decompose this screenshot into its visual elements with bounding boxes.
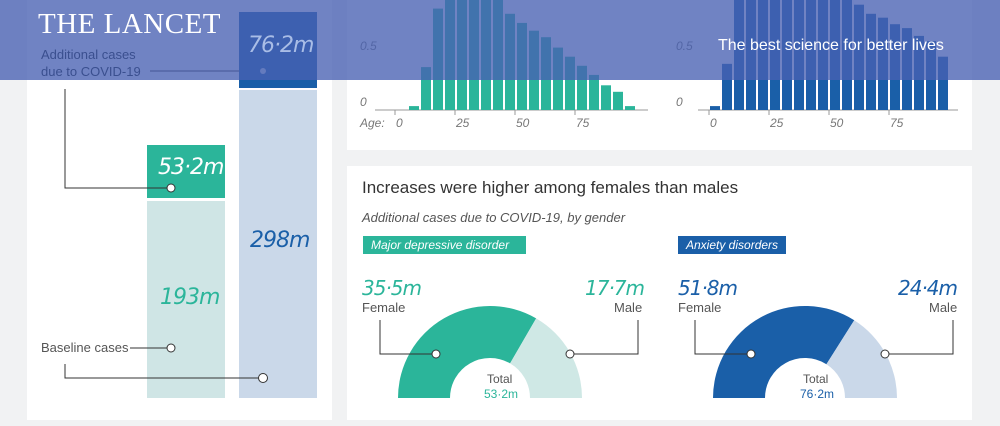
x-tick-label: 0: [710, 116, 717, 130]
female-leader: [379, 320, 436, 355]
mdd-male-value: 17·7m: [585, 276, 645, 300]
anx-male-value: 24·4m: [898, 276, 958, 300]
anx-total-value: 76·2m: [800, 387, 835, 401]
female-arc: [398, 305, 537, 398]
y-tick-label: 0: [676, 95, 683, 109]
lancet-tagline: The best science for better lives: [718, 37, 944, 54]
mdd-total-label: Total: [487, 372, 513, 386]
female-marker: [431, 349, 441, 359]
x-axis-label: Age:: [359, 116, 385, 130]
age-bar: [589, 74, 599, 110]
mdd-additional-bar: [147, 145, 225, 198]
x-tick-label: 25: [769, 116, 784, 130]
male-arc: [826, 320, 897, 398]
male-marker: [565, 349, 575, 359]
y-tick-label: 0: [360, 95, 367, 109]
gender-subtitle: Additional cases due to COVID-19, by gen…: [362, 210, 626, 225]
male-leader: [887, 320, 954, 355]
female-marker: [746, 349, 756, 359]
male-leader: [572, 320, 639, 355]
anx-additional-value: 76·2m: [248, 33, 314, 58]
age-bar: [722, 63, 732, 110]
anx-female-value: 51·8m: [678, 276, 738, 300]
anx-tag: Anxiety disorders: [678, 236, 787, 254]
x-tick-label: 75: [890, 116, 904, 130]
x-tick-label: 50: [830, 116, 844, 130]
lancet-banner: [0, 0, 1000, 80]
age-bar: [601, 85, 611, 110]
mdd-baseline-bar: [147, 201, 225, 398]
anx-baseline-bar: [239, 90, 317, 398]
age-bar: [613, 91, 623, 110]
age-bar: [577, 65, 587, 110]
anx-total-label: Total: [803, 372, 829, 386]
mdd-tag: Major depressive disorder: [363, 236, 526, 254]
age-bar: [565, 56, 575, 110]
mdd-additional-value: 53·2m: [158, 155, 224, 180]
mdd-female-label: Female: [362, 300, 406, 315]
male-arc: [510, 318, 582, 398]
x-tick-label: 25: [455, 116, 470, 130]
x-tick-label: 50: [516, 116, 530, 130]
female-arc: [713, 306, 855, 398]
x-tick-label: 0: [396, 116, 403, 130]
female-leader: [694, 320, 751, 355]
mdd-male-label: Male: [614, 300, 643, 315]
age-bar: [938, 56, 948, 110]
male-marker: [880, 349, 890, 359]
age-bar: [421, 67, 431, 110]
lancet-logo: THE LANCET: [38, 8, 221, 40]
anx-male-label: Male: [929, 300, 958, 315]
age-bar: [409, 106, 419, 110]
age-bar: [625, 106, 635, 110]
mdd-baseline-value: 193m: [160, 285, 220, 310]
x-tick-label: 75: [576, 116, 590, 130]
gender-title: Increases were higher among females than…: [362, 178, 739, 197]
anx-baseline-value: 298m: [250, 228, 310, 253]
baseline-cases-label: Baseline cases: [41, 340, 129, 355]
anx-female-label: Female: [678, 300, 722, 315]
mdd-total-value: 53·2m: [484, 387, 519, 401]
mdd-female-value: 35·5m: [362, 276, 422, 300]
additional-cases-label: Additional cases due to COVID-19: [41, 47, 141, 79]
age-bar: [710, 106, 720, 110]
